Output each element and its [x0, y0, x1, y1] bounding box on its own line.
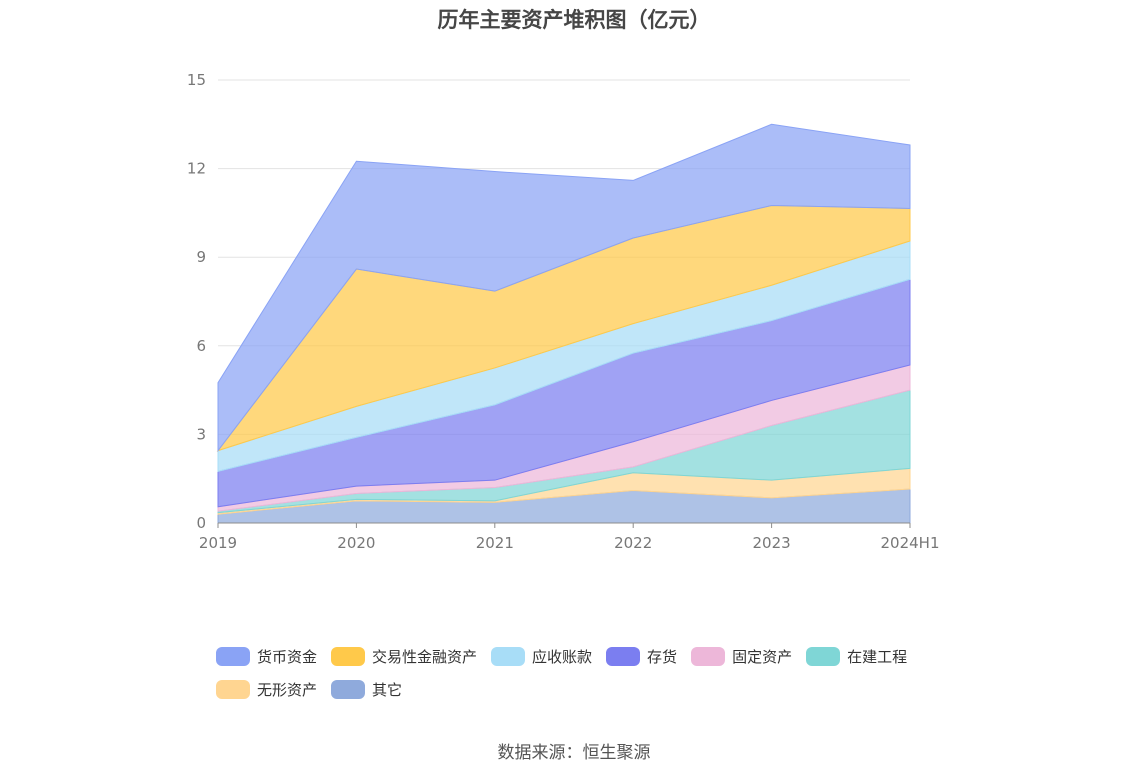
legend-item[interactable]: 存货: [606, 640, 677, 673]
area-series-7: [217, 123, 911, 453]
stacked-area-chart: 0 3 6 9 12 15 2019 2020 2021 2022 2023 2024H1: [187, 71, 940, 552]
legend-label: 其它: [372, 681, 403, 699]
legend-item[interactable]: 固定资产: [691, 640, 792, 673]
legend-label: 无形资产: [257, 681, 318, 699]
area-series-group: [216, 123, 911, 524]
legend-swatch: [216, 647, 250, 666]
y-tick-label: 15: [187, 71, 206, 89]
legend-item[interactable]: 无形资产: [216, 673, 317, 706]
legend-item[interactable]: 在建工程: [806, 640, 907, 673]
x-tick-label: 2020: [337, 534, 375, 552]
legend-item[interactable]: 应收账款: [491, 640, 592, 673]
y-tick-label: 0: [196, 514, 206, 532]
legend-swatch: [806, 647, 841, 666]
chart-title: 历年主要资产堆积图（亿元）: [437, 8, 711, 32]
y-tick-label: 6: [196, 337, 206, 355]
legend-items: 货币资金 交易性金融资产 应收账款 存货 固定资产 在建工程无形资产 其它: [216, 640, 976, 706]
x-tick-label: 2021: [476, 534, 514, 552]
legend-swatch: [691, 647, 726, 666]
x-tick-label: 2024H1: [881, 534, 940, 552]
legend-item[interactable]: 交易性金融资产: [331, 640, 477, 673]
legend-swatch: [606, 647, 641, 666]
legend-swatch: [491, 647, 526, 666]
y-tick-label: 12: [187, 160, 206, 178]
x-tick-label: 2023: [753, 534, 791, 552]
legend-item[interactable]: 其它: [331, 673, 402, 706]
data-source-note: 数据来源：恒生聚源: [497, 743, 651, 763]
legend-swatch: [216, 680, 250, 699]
axes: 0 3 6 9 12 15 2019 2020 2021 2022 2023 2024H1: [187, 71, 940, 552]
legend-label: 在建工程: [847, 648, 908, 666]
y-tick-label: 3: [196, 425, 206, 443]
legend-item[interactable]: 货币资金: [216, 640, 317, 673]
legend-label: 货币资金: [257, 648, 318, 666]
legend-swatch: [331, 680, 366, 699]
legend-label: 交易性金融资产: [372, 648, 478, 666]
x-tick-label: 2019: [199, 534, 237, 552]
legend-label: 固定资产: [732, 648, 793, 666]
legend-label: 存货: [647, 648, 678, 666]
y-tick-label: 9: [196, 248, 206, 266]
legend: 货币资金 交易性金融资产 应收账款 存货 固定资产 在建工程无形资产 其它: [216, 640, 976, 706]
legend-label: 应收账款: [532, 648, 593, 666]
legend-swatch: [331, 647, 366, 666]
x-tick-label: 2022: [614, 534, 652, 552]
